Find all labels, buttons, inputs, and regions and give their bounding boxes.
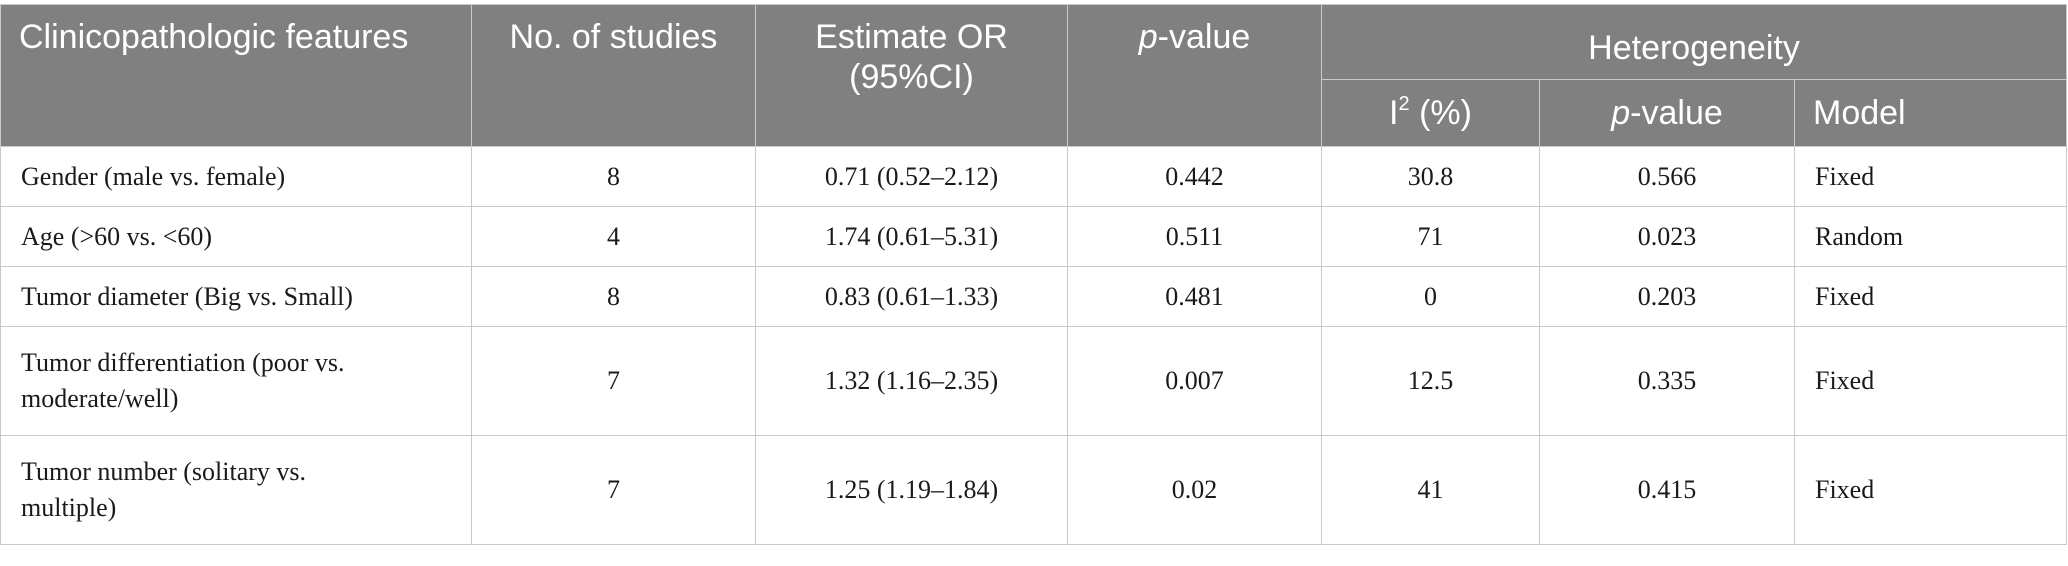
cell-het-pvalue: 0.203 [1539, 266, 1795, 327]
header-clinicopathologic-features: Clinicopathologic features [0, 4, 472, 147]
table-row: Gender (male vs. female) 8 0.71 (0.52–2.… [0, 146, 2068, 207]
cell-model: Random [1793, 206, 2068, 267]
cell-i2: 41 [1321, 435, 1540, 545]
header-p-value-rest: -value [1157, 18, 1251, 56]
cell-pvalue: 0.511 [1067, 206, 1322, 267]
header-row-1: Clinicopathologic features No. of studie… [0, 4, 2068, 147]
cell-studies: 8 [471, 146, 756, 207]
cell-feature: Tumor number (solitary vs. multiple) [0, 435, 472, 545]
table-header: Clinicopathologic features No. of studie… [0, 4, 2068, 147]
cell-model: Fixed [1793, 435, 2068, 545]
cell-studies: 8 [471, 266, 756, 327]
cell-studies: 7 [471, 435, 756, 545]
header-p-value: p-value [1067, 4, 1322, 147]
cell-feature: Age (>60 vs. <60) [0, 206, 472, 267]
header-row-2: I2 (%) p-value Model [1, 79, 2068, 147]
cell-het-pvalue: 0.566 [1539, 146, 1795, 207]
cell-model: Fixed [1793, 326, 2068, 436]
table-row: Tumor number (solitary vs. multiple) 7 1.… [0, 435, 2068, 545]
header-i2-superscript: 2 [1398, 93, 1410, 115]
cell-pvalue: 0.442 [1067, 146, 1322, 207]
cell-pvalue: 0.007 [1067, 326, 1322, 436]
cell-studies: 7 [471, 326, 756, 436]
cell-feature: Tumor diameter (Big vs. Small) [0, 266, 472, 327]
header-p-value-italic: p [1138, 18, 1158, 56]
cell-pvalue: 0.02 [1067, 435, 1322, 545]
cell-feature: Gender (male vs. female) [0, 146, 472, 207]
cell-studies: 4 [471, 206, 756, 267]
cell-estimate: 0.83 (0.61–1.33) [755, 266, 1068, 327]
cell-i2: 12.5 [1321, 326, 1540, 436]
cell-het-pvalue: 0.023 [1539, 206, 1795, 267]
cell-feature-line-2: moderate/well) [21, 384, 179, 413]
header-model: Model [1793, 79, 2068, 147]
cell-i2: 71 [1321, 206, 1540, 267]
cell-feature-line-2: multiple) [21, 493, 117, 522]
cell-het-pvalue: 0.335 [1539, 326, 1795, 436]
cell-model: Fixed [1793, 266, 2068, 327]
cell-estimate: 0.71 (0.52–2.12) [755, 146, 1068, 207]
header-i2: I2 (%) [1321, 79, 1540, 147]
header-number-of-studies: No. of studies [471, 4, 756, 147]
table-row: Tumor diameter (Big vs. Small) 8 0.83 (0… [0, 266, 2068, 327]
cell-model: Fixed [1793, 146, 2068, 207]
table-row: Tumor differentiation (poor vs. moderate/… [0, 326, 2068, 436]
header-het-p-italic: p [1611, 94, 1631, 132]
cell-i2: 0 [1321, 266, 1540, 327]
cell-feature-line-1: Tumor differentiation (poor vs. [21, 348, 345, 377]
header-heterogeneity: Heterogeneity [1320, 4, 2068, 80]
cell-i2: 30.8 [1321, 146, 1540, 207]
cell-estimate: 1.25 (1.19–1.84) [755, 435, 1068, 545]
header-i2-unit: (%) [1409, 94, 1472, 132]
cell-feature: Tumor differentiation (poor vs. moderate/… [0, 326, 472, 436]
header-het-p-rest: -value [1630, 94, 1723, 132]
cell-estimate: 1.74 (0.61–5.31) [755, 206, 1068, 267]
cell-feature-line-1: Tumor number (solitary vs. [21, 457, 307, 486]
cell-het-pvalue: 0.415 [1539, 435, 1795, 545]
meta-analysis-table: Clinicopathologic features No. of studie… [0, 4, 2068, 545]
cell-estimate: 1.32 (1.16–2.35) [755, 326, 1068, 436]
header-estimate-or: Estimate OR (95%CI) [755, 4, 1068, 147]
header-i2-base: I [1389, 94, 1399, 132]
table-body: Gender (male vs. female) 8 0.71 (0.52–2.… [0, 146, 2068, 545]
table-row: Age (>60 vs. <60) 4 1.74 (0.61–5.31) 0.5… [0, 206, 2068, 267]
header-heterogeneity-p-value: p-value [1539, 79, 1795, 147]
cell-pvalue: 0.481 [1067, 266, 1322, 327]
